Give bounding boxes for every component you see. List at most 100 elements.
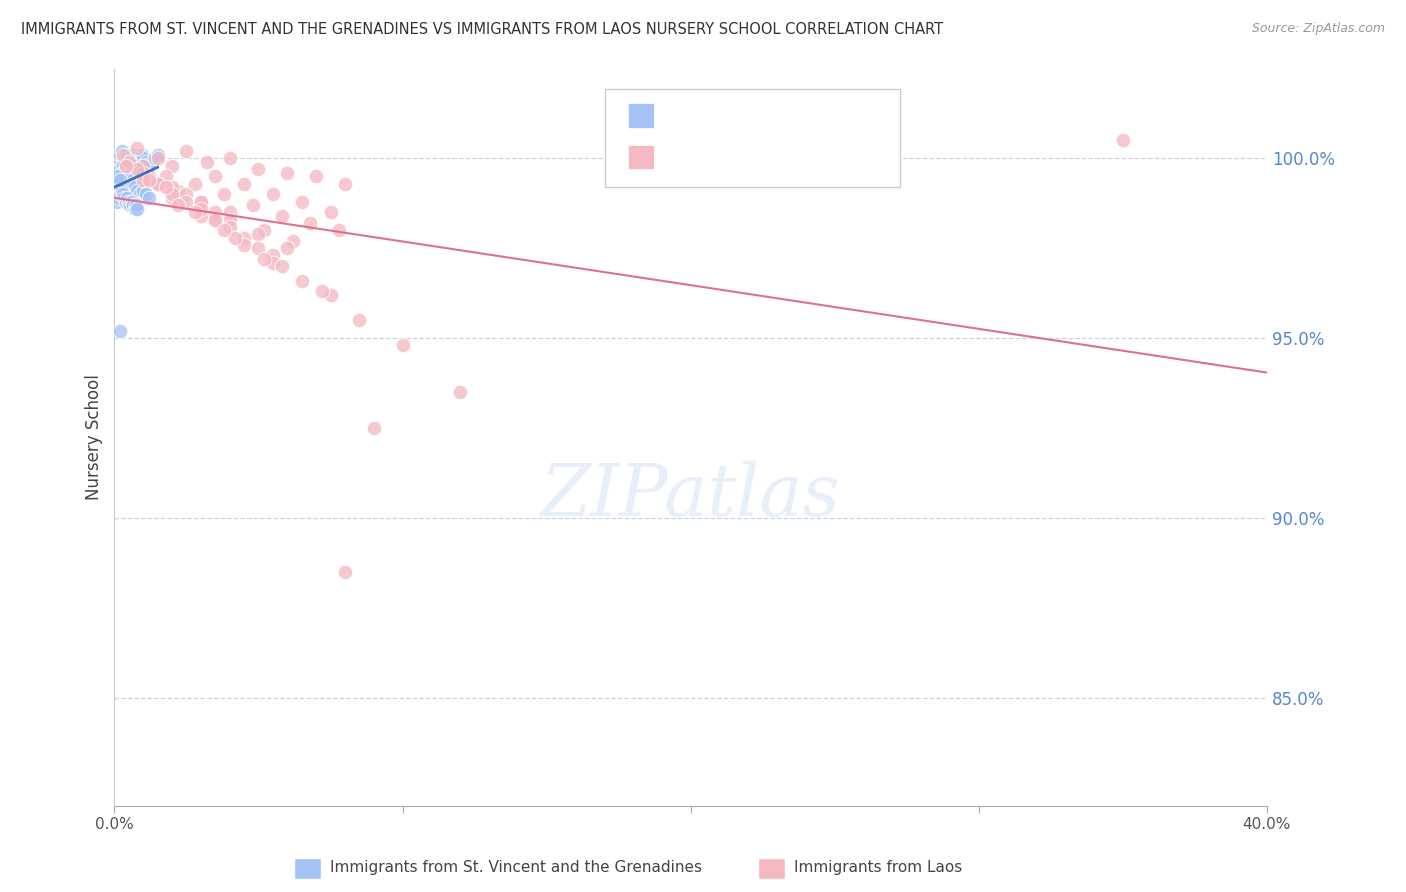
Point [146,177,169,191]
Point [115,184,138,198]
Point [176,194,198,209]
Point [132,152,155,166]
Point [105,194,128,209]
Point [138,159,160,173]
Point [212,223,235,237]
Point [138,169,160,184]
Point [108,173,131,187]
Text: IMMIGRANTS FROM ST. VINCENT AND THE GRENADINES VS IMMIGRANTS FROM LAOS NURSERY S: IMMIGRANTS FROM ST. VINCENT AND THE GREN… [21,22,943,37]
Point [127,162,149,177]
Point [190,202,212,216]
Point [132,159,155,173]
Point [204,205,226,219]
Point [233,230,256,244]
Point [276,166,298,180]
Point [270,209,292,223]
Point [108,148,131,162]
Point [108,162,131,177]
Point [132,159,155,173]
Point [328,223,350,237]
Point [131,148,153,162]
Point [117,191,139,205]
Point [112,148,135,162]
Point [141,155,163,169]
Text: N = 72: N = 72 [787,106,855,124]
Point [218,212,240,227]
Point [120,198,142,212]
Point [1112,133,1135,147]
Point [112,152,135,166]
Point [125,198,148,212]
Point [129,162,152,177]
Point [121,177,143,191]
Point [118,194,141,209]
Point [281,234,304,248]
Point [105,169,128,184]
Point [122,173,145,187]
Point [190,194,212,209]
Point [110,145,132,159]
Point [138,173,160,187]
Point [247,227,270,241]
Point [160,159,183,173]
Point [112,187,135,202]
Point [124,152,146,166]
Point [105,166,128,180]
Point [146,177,169,191]
Point [105,180,128,194]
Point [112,180,135,194]
Point [105,159,128,173]
Point [166,184,188,198]
Point [190,209,212,223]
Point [135,187,157,202]
Point [253,252,276,266]
Point [125,159,148,173]
Point [127,166,149,180]
Point [127,202,149,216]
Point [311,285,333,299]
Point [319,288,342,302]
Point [128,155,150,169]
Point [128,173,150,187]
Point [107,169,129,184]
Point [114,169,136,184]
Point [160,191,183,205]
Point [118,180,141,194]
Point [118,166,141,180]
Point [118,159,141,173]
Point [233,177,256,191]
Point [117,152,139,166]
Point [107,152,129,166]
Point [110,166,132,180]
Point [115,148,138,162]
Point [299,216,322,230]
Point [160,180,183,194]
Point [449,385,471,400]
Text: ZIPatlas: ZIPatlas [541,461,841,532]
Point [122,198,145,212]
Point [121,152,143,166]
Point [184,177,207,191]
Text: R = 0.025: R = 0.025 [665,148,755,166]
Point [155,180,177,194]
Text: Source: ZipAtlas.com: Source: ZipAtlas.com [1251,22,1385,36]
Point [218,205,240,219]
Point [138,191,160,205]
Point [204,169,226,184]
Point [121,162,143,177]
Point [204,212,226,227]
Point [291,274,314,288]
Point [291,194,314,209]
Point [132,184,155,198]
Point [146,152,169,166]
Point [176,187,198,202]
Point [195,155,218,169]
Point [110,184,132,198]
Point [233,237,256,252]
Point [129,152,152,166]
Point [176,145,198,159]
Text: R = 0.388: R = 0.388 [665,106,755,124]
Point [112,159,135,173]
Point [129,187,152,202]
Point [270,260,292,274]
